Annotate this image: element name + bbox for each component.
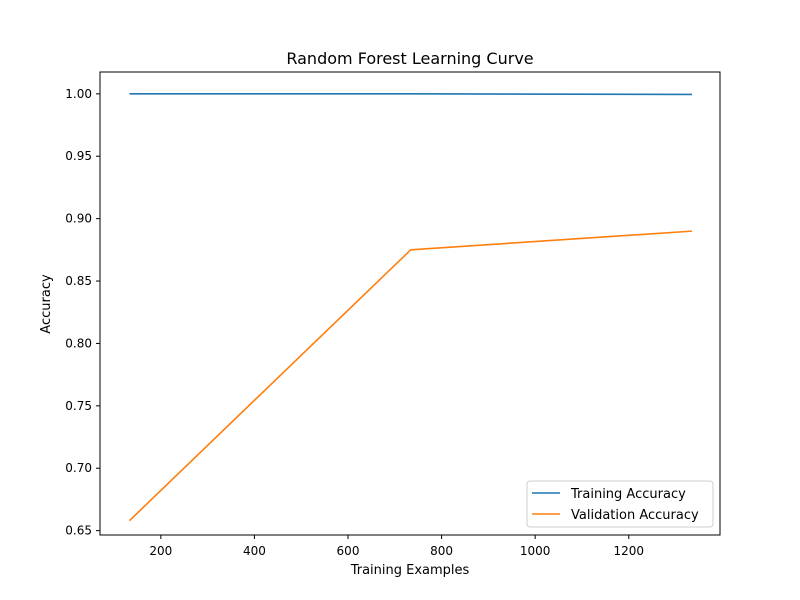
x-tick-label: 800 <box>430 544 453 558</box>
series-layer <box>128 93 692 522</box>
ticks-layer: 200 400 600 800 1000 1200 0.65 0.70 0.75 0.80 0.85… <box>65 87 644 558</box>
x-tick-label: 200 <box>149 544 172 558</box>
chart-title: Random Forest Learning Curve <box>286 49 533 68</box>
x-tick-label: 600 <box>337 544 360 558</box>
y-tick-label: 0.65 <box>65 524 92 538</box>
x-tick-label: 1200 <box>613 544 644 558</box>
plot-frame <box>99 71 721 536</box>
x-tick-label: 400 <box>243 544 266 558</box>
y-tick-label: 0.80 <box>65 336 92 350</box>
x-axis-label: Training Examples <box>350 563 470 578</box>
x-tick-label: 1000 <box>520 544 551 558</box>
y-tick-label: 0.95 <box>65 149 92 163</box>
y-tick-label: 0.90 <box>65 212 92 226</box>
legend-label: Validation Accuracy <box>571 508 699 523</box>
legend: Training Accuracy Validation Accuracy <box>526 480 714 528</box>
y-tick-label: 0.75 <box>65 399 92 413</box>
y-tick-label: 0.70 <box>65 461 92 475</box>
series-line-training-accuracy <box>129 93 692 96</box>
y-tick-label: 0.85 <box>65 274 92 288</box>
series-line-validation-accuracy <box>128 230 692 522</box>
y-tick-label: 1.00 <box>65 87 92 101</box>
legend-label: Training Accuracy <box>570 487 686 502</box>
legend-box <box>526 480 714 528</box>
y-axis-label: Accuracy <box>39 274 54 334</box>
